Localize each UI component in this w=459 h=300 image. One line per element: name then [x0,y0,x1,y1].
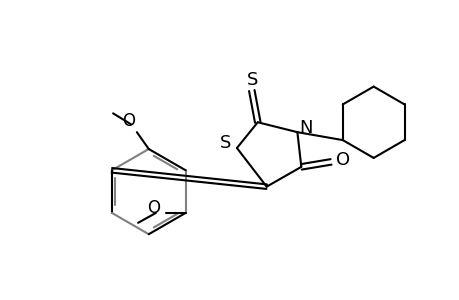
Text: N: N [299,119,313,137]
Text: O: O [147,199,160,217]
Text: S: S [220,134,231,152]
Text: S: S [246,71,258,89]
Text: O: O [122,112,135,130]
Text: O: O [335,151,349,169]
